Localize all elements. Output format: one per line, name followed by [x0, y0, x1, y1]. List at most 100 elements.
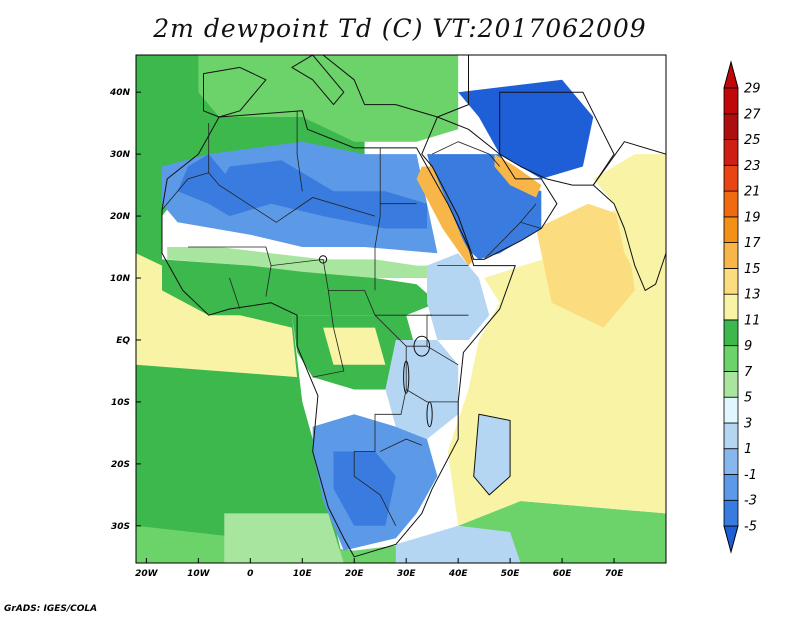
- colorbar-band: [723, 190, 739, 218]
- colorbar-label: 27: [744, 107, 761, 122]
- colorbar-label: 5: [744, 391, 752, 406]
- colorbar-label: 9: [744, 339, 752, 354]
- border-line: [188, 246, 433, 316]
- lat-tick-label: 10S: [111, 398, 130, 408]
- border-line: [161, 123, 210, 211]
- border-line: [432, 141, 501, 167]
- colorbar-label: 19: [744, 210, 761, 225]
- longitude-axis: 20W 10W 0 10E 20E 30E 40E 50E 60E 70E: [135, 558, 624, 579]
- colorbar-band: [723, 242, 739, 269]
- lat-tick-label: 20S: [111, 460, 130, 470]
- colorbar-label: 29: [744, 82, 761, 97]
- lon-tick-label: 50E: [501, 569, 521, 579]
- colorbar-label: 3: [744, 416, 752, 431]
- region-iran-highlands: [458, 79, 594, 179]
- region-red-sea: [416, 166, 474, 266]
- region-arabian-sea-core: [536, 203, 635, 328]
- region-southeast-atlantic-moist: [224, 513, 344, 563]
- colorbar-label: -1: [744, 468, 757, 483]
- coast-africa: [161, 110, 516, 558]
- lon-tick-label: 70E: [605, 569, 625, 579]
- coast-india-coast: [592, 141, 666, 291]
- lat-tick-label: 30N: [110, 150, 131, 160]
- colorbar-label: 1: [744, 442, 752, 457]
- colorbar-label: 11: [744, 313, 761, 328]
- region-east-africa-lakes: [385, 340, 459, 440]
- region-madagascar: [473, 414, 511, 495]
- coast-balkans-turkey: [322, 55, 469, 118]
- lon-tick-label: 20W: [135, 569, 159, 579]
- border-line: [380, 438, 422, 452]
- colorbar-band: [723, 448, 739, 475]
- colorbar-label: -5: [744, 520, 757, 535]
- map-frame: [135, 54, 667, 564]
- region-west-sahara-dry: [177, 154, 230, 204]
- colorbar-band: [723, 396, 739, 424]
- country-borders: [161, 110, 542, 526]
- colorbar-lower-arrow: [723, 525, 739, 554]
- lon-tick-label: 20E: [345, 569, 365, 579]
- colorbar-label: 7: [744, 365, 753, 380]
- coast-iberia: [203, 66, 267, 118]
- border-line: [406, 314, 469, 347]
- border-line: [265, 265, 272, 297]
- colorbar-label: 13: [744, 288, 761, 303]
- coastlines: [161, 55, 666, 558]
- colorbar-band: [723, 87, 739, 115]
- colorbar-band: [723, 422, 739, 450]
- colorbar-band: [723, 139, 739, 166]
- lat-tick-label: 20N: [110, 212, 131, 222]
- colorbar-band: [723, 319, 739, 347]
- colorbar-label: 25: [744, 133, 761, 148]
- coast-italy: [291, 55, 345, 106]
- lon-tick-label: 0: [247, 569, 253, 579]
- colorbar-band: [723, 216, 739, 244]
- region-congo-core: [323, 327, 386, 365]
- lat-tick-label: 30S: [111, 522, 130, 532]
- border-line: [405, 389, 459, 403]
- colorbar-band: [723, 113, 739, 141]
- colorbar-label: -3: [744, 494, 757, 509]
- lon-tick-label: 60E: [553, 569, 573, 579]
- colorbar-band: [723, 345, 739, 372]
- plot-title: 2m dewpoint Td (C) VT:2017062009: [153, 14, 647, 43]
- border-line: [374, 147, 381, 291]
- dewpoint-field: [136, 55, 666, 563]
- colorbar-band: [723, 267, 739, 295]
- lon-tick-label: 40E: [448, 569, 469, 579]
- grads-credit: GrADS: IGES/COLA: [4, 604, 98, 614]
- border-line: [426, 345, 459, 366]
- region-sahel-band: [167, 247, 438, 278]
- region-south-indian-swirl: [395, 525, 521, 563]
- region-kalahari-core: [333, 451, 396, 526]
- lon-tick-label: 30E: [397, 569, 417, 579]
- colorbar-band: [723, 293, 739, 321]
- border-line: [312, 290, 345, 378]
- region-india: [593, 154, 666, 291]
- colorbar-label: 15: [744, 262, 761, 277]
- lat-tick-label: 40N: [109, 88, 131, 98]
- lon-tick-label: 10W: [187, 569, 211, 579]
- colorbar-label: 21: [744, 185, 761, 200]
- region-ethiopia-highlands: [427, 253, 490, 340]
- border-line: [353, 314, 407, 526]
- colorbar-upper-arrow: [723, 60, 739, 89]
- region-west-africa-humid: [162, 259, 438, 316]
- coast-madagascar-coast: [473, 413, 511, 496]
- colorbar-label: 17: [744, 236, 761, 251]
- coast-arabia: [421, 116, 558, 260]
- lon-tick-label: 10E: [293, 569, 313, 579]
- border-line: [520, 203, 537, 223]
- lat-tick-label: EQ: [116, 336, 130, 346]
- border-line: [208, 172, 376, 223]
- coast-iran-coast: [499, 91, 615, 186]
- border-line: [296, 110, 303, 192]
- border-line: [229, 277, 241, 310]
- region-sahara-dry-core: [208, 160, 427, 229]
- lat-tick-label: 10N: [110, 274, 131, 284]
- colorbar-band: [723, 474, 739, 501]
- colorbar-band: [723, 370, 739, 398]
- colorbar-band: [723, 499, 739, 527]
